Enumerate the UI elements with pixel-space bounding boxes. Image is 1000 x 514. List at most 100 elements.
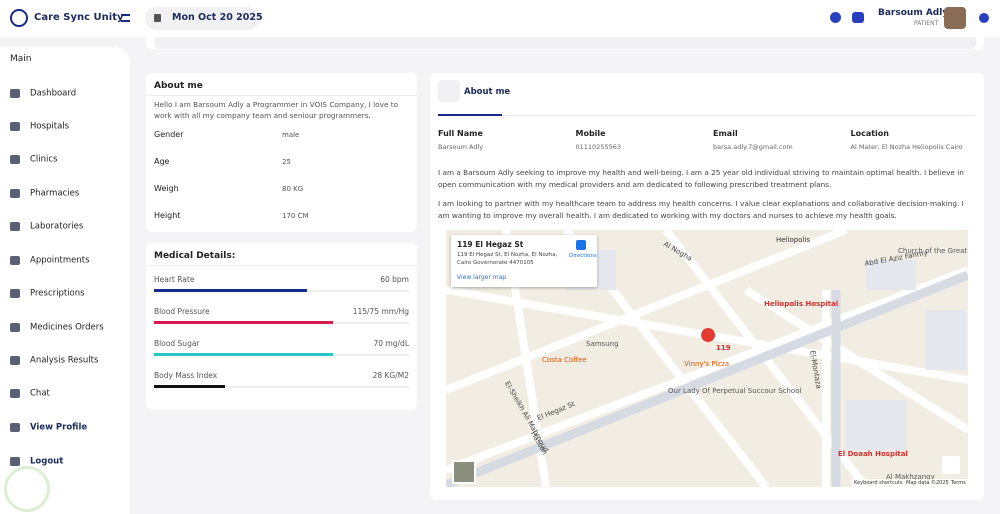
tab-icon	[438, 80, 460, 102]
nav-item[interactable]: View Profile	[10, 417, 120, 429]
nav-item[interactable]: Pharmacies	[10, 183, 120, 195]
nav-label[interactable]: View Profile	[30, 423, 87, 433]
sidebar-section: Main	[10, 54, 32, 64]
profile-paragraph: I am looking to partner with my healthca…	[438, 198, 973, 222]
medical-title: Medical Details:	[154, 251, 235, 261]
map-label: Costa Coffee	[542, 356, 587, 364]
metric-value: 70 mg/dL	[374, 339, 409, 348]
larger-map-link[interactable]: View larger map	[457, 274, 506, 281]
map-pin[interactable]	[701, 328, 715, 356]
divider	[146, 265, 417, 266]
nav-icon	[10, 122, 20, 131]
progress-bar	[154, 289, 307, 292]
map-label: Our Lady Of Perpetual Succour School	[668, 387, 801, 395]
metric-label: Heart Rate	[154, 275, 194, 284]
field-value: 80 KG	[282, 185, 303, 193]
about-card	[146, 73, 417, 232]
nav-label[interactable]: Appointments	[30, 256, 90, 266]
nav-icon	[10, 256, 20, 265]
nav-item[interactable]: Analysis Results	[10, 350, 120, 362]
nav-label[interactable]: Prescriptions	[30, 289, 85, 299]
map-label: Vinny's Pizza	[684, 360, 729, 368]
field-value: 170 CM	[282, 212, 309, 220]
nav-label[interactable]: Clinics	[30, 155, 58, 165]
metric-label: Blood Sugar	[154, 339, 200, 348]
about-bio: Hello I am Barsoum Adly a Programmer in …	[154, 99, 404, 121]
place-title: 119 El Hegaz St	[457, 240, 523, 249]
nav-icon	[10, 389, 20, 398]
profile-value: 01110255563	[576, 143, 622, 151]
nav-item[interactable]: Chat	[10, 383, 120, 395]
nav-item[interactable]: Clinics	[10, 149, 120, 161]
profile-label: Location	[851, 129, 890, 138]
progress-bar	[154, 321, 333, 324]
nav-item[interactable]: Dashboard	[10, 83, 120, 95]
locate-button[interactable]	[942, 456, 960, 474]
nav-label[interactable]: Dashboard	[30, 89, 76, 99]
map-label: Heliopolis	[776, 236, 810, 244]
brand[interactable]: Care Sync Unity	[34, 12, 124, 23]
map-footer-text[interactable]: Terms	[951, 480, 966, 486]
map[interactable]: HeliopolisChurch of the Great Martyr Sai…	[446, 230, 968, 487]
nav-item[interactable]: Appointments	[10, 250, 120, 262]
nav-label[interactable]: Analysis Results	[30, 356, 98, 366]
nav-label[interactable]: Pharmacies	[30, 189, 79, 199]
map-label: Samsung	[586, 340, 619, 348]
calendar-icon	[154, 14, 161, 22]
user-name[interactable]: Barsoum Adly	[878, 8, 948, 18]
profile-value: barsa.adly.7@gmail.com	[713, 143, 793, 151]
field-label: Gender	[154, 130, 183, 139]
metric-value: 60 bpm	[380, 275, 409, 284]
watermark	[4, 466, 50, 512]
messages-icon[interactable]	[852, 12, 864, 23]
field-label: Height	[154, 211, 180, 220]
place-address: 119 El Hegaz St, El Nozha, El Nozha, Cai…	[457, 251, 562, 267]
nav-item[interactable]: Hospitals	[10, 116, 120, 128]
logo[interactable]	[10, 9, 28, 27]
nav-item[interactable]: Prescriptions	[10, 283, 120, 295]
nav-label[interactable]: Chat	[30, 389, 50, 399]
nav-item[interactable]: Logout	[10, 451, 120, 463]
avatar[interactable]	[944, 7, 966, 29]
nav-label[interactable]: Hospitals	[30, 122, 69, 132]
nav-icon	[10, 222, 20, 231]
directions-link[interactable]: Directions	[569, 253, 597, 259]
date: Mon Oct 20 2025	[172, 12, 263, 23]
directions-icon[interactable]	[576, 240, 586, 250]
tab-indicator	[438, 114, 502, 116]
nav-icon	[10, 457, 20, 466]
nav-icon	[10, 423, 20, 432]
divider	[146, 95, 417, 96]
nav-icon	[10, 155, 20, 164]
profile-tab[interactable]: About me	[464, 87, 510, 97]
nav-icon	[10, 189, 20, 198]
map-footer-text[interactable]: Keyboard shortcuts	[854, 480, 902, 486]
progress-bar	[154, 385, 225, 388]
field-label: Weigh	[154, 184, 179, 193]
nav-item[interactable]: Laboratories	[10, 216, 120, 228]
nav-icon	[10, 356, 20, 365]
metric-value: 115/75 mm/Hg	[353, 307, 409, 316]
notification-icon[interactable]	[830, 12, 841, 23]
metric-value: 28 KG/M2	[373, 371, 409, 380]
user-role: PATIENT	[914, 20, 938, 27]
metric-label: Blood Pressure	[154, 307, 210, 316]
nav-label[interactable]: Logout	[30, 457, 63, 467]
menu-toggle[interactable]	[121, 14, 130, 22]
field-value: male	[282, 131, 299, 139]
map-footer-text[interactable]: Map data ©2025	[906, 480, 949, 486]
progress-bar	[154, 353, 333, 356]
nav-label[interactable]: Laboratories	[30, 222, 83, 232]
satellite-toggle[interactable]	[452, 460, 476, 484]
profile-label: Mobile	[576, 129, 606, 138]
nav-label[interactable]: Medicines Orders	[30, 323, 104, 333]
profile-value: Barsoum Adly	[438, 143, 483, 151]
settings-icon[interactable]	[979, 13, 989, 23]
profile-paragraph: I am a Barsoum Adly seeking to improve m…	[438, 167, 973, 191]
map-label: Heliopolis Hospital	[764, 300, 838, 308]
profile-label: Full Name	[438, 129, 483, 138]
nav-icon	[10, 289, 20, 298]
profile-value: Al Mater, El Nozha Heliopolis Cairo	[851, 143, 963, 151]
nav-item[interactable]: Medicines Orders	[10, 317, 120, 329]
